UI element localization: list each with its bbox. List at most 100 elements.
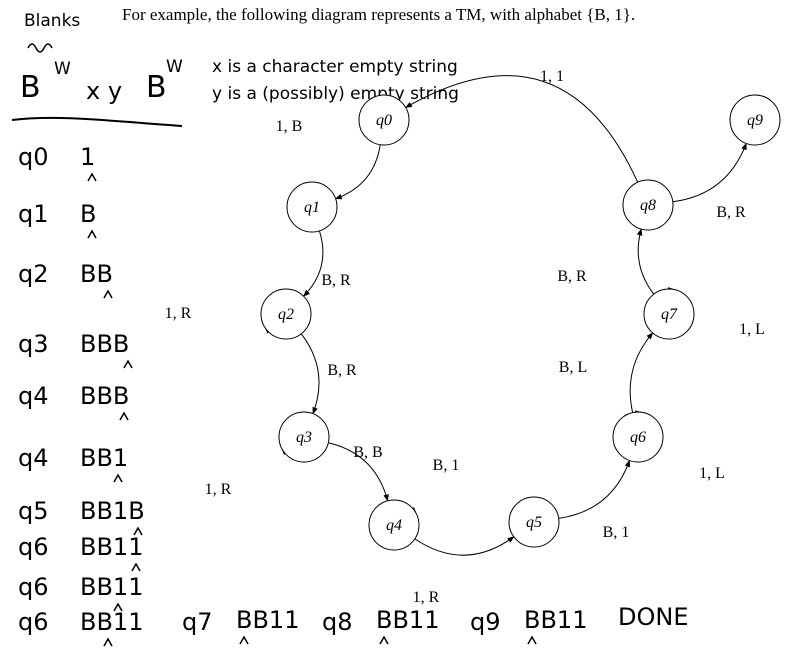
state-q0: q0 bbox=[358, 94, 410, 146]
bottom-trace-state: q7 bbox=[182, 608, 213, 636]
trace-tape: BBB bbox=[80, 330, 129, 358]
handwritten-notes: Blanks B W x y B W x is a character empt… bbox=[11, 11, 459, 127]
edge-label-q3-q3: 1, R bbox=[205, 481, 232, 498]
y-definition: y is a (possibly) empty string bbox=[212, 84, 459, 104]
edge-label-q6-q6: 1, L bbox=[699, 465, 725, 482]
edge-q7-q8 bbox=[636, 228, 655, 295]
head-caret bbox=[379, 635, 389, 645]
trace-tape: BB11 bbox=[80, 573, 143, 601]
trace-column: q0 1 q1 Bq2 BB q3 BBB q4 BBB q4 BB1 q5 BB1B q6 BB11 q6 B… bbox=[18, 143, 145, 647]
tape-blank-right: B bbox=[146, 70, 167, 105]
state-circle-q7 bbox=[643, 288, 695, 340]
state-q1: q1 bbox=[286, 181, 338, 233]
tape-blank-left: B bbox=[20, 70, 41, 105]
state-label-q3: q3 bbox=[296, 429, 312, 446]
trace-state: q5 bbox=[18, 497, 49, 525]
trace-state: q3 bbox=[18, 330, 49, 358]
state-circle-q2 bbox=[260, 288, 312, 340]
state-label-q5: q5 bbox=[526, 514, 542, 531]
edge-label-q7-q8: B, R bbox=[557, 268, 587, 285]
edge-q8-q9 bbox=[672, 142, 747, 203]
head-caret bbox=[123, 359, 133, 369]
edge-label-q2-q3: B, R bbox=[327, 362, 357, 379]
bottom-trace: q7 BB11 q8 BB11 q9 BB11 bbox=[182, 606, 587, 645]
edge-label-q4-q4: B, 1 bbox=[433, 457, 460, 474]
state-q8: q8 bbox=[622, 179, 674, 231]
edge-label-q7-q7: 1, L bbox=[739, 321, 765, 338]
trace-state: q1 bbox=[18, 200, 49, 228]
state-q3: q3 bbox=[278, 411, 330, 463]
trace-tape: 1 bbox=[80, 143, 95, 171]
state-circle-q3 bbox=[278, 411, 330, 463]
state-q6: q6 bbox=[612, 411, 664, 463]
state-label-q0: q0 bbox=[376, 112, 392, 129]
head-caret bbox=[87, 229, 97, 239]
edge-label-q8-q9: B, R bbox=[716, 204, 746, 221]
trace-state: q4 bbox=[18, 444, 49, 472]
trace-tape: BB11 bbox=[80, 608, 143, 636]
state-label-q9: q9 bbox=[747, 112, 763, 129]
notes-underline bbox=[11, 116, 183, 127]
edge-label-q3-q4: B, B bbox=[353, 444, 382, 461]
edge-label-q8-q0: 1, 1 bbox=[540, 68, 564, 85]
tm-states: q0 q1 q2 q3 q4 q5 q6 q7 q8 q9 bbox=[260, 94, 781, 551]
bottom-trace-state: q9 bbox=[470, 608, 501, 636]
state-q5: q5 bbox=[508, 496, 560, 548]
edge-q4-q5 bbox=[414, 536, 515, 556]
trace-state: q2 bbox=[18, 260, 49, 288]
head-caret bbox=[103, 289, 113, 299]
edge-q6-q7 bbox=[629, 332, 654, 413]
tm-edges: 1, B B, R 1, R B, R 1, R B, B B, 1 1, R B, 1 1, L… bbox=[165, 68, 765, 606]
head-caret bbox=[87, 172, 97, 182]
head-caret bbox=[133, 526, 143, 536]
tape-xy: x y bbox=[86, 77, 122, 105]
edge-label-q5-q6: B, 1 bbox=[603, 524, 630, 541]
state-q7: q7 bbox=[643, 288, 695, 340]
edge-label-q0-q1: 1, B bbox=[276, 118, 303, 135]
blanks-squiggle bbox=[27, 43, 53, 53]
blanks-note: Blanks bbox=[24, 11, 80, 31]
trace-tape: BB11 bbox=[80, 533, 143, 561]
state-label-q1: q1 bbox=[304, 199, 320, 216]
state-q9: q9 bbox=[729, 94, 781, 146]
head-caret bbox=[527, 635, 537, 645]
bottom-trace-tape: BB11 bbox=[236, 606, 299, 634]
state-circle-q0 bbox=[358, 94, 410, 146]
head-caret bbox=[103, 637, 113, 647]
state-q4: q4 bbox=[368, 499, 420, 551]
state-circle-q8 bbox=[622, 179, 674, 231]
state-label-q8: q8 bbox=[640, 197, 656, 214]
edge-label-q6-q7: B, L bbox=[559, 359, 587, 376]
head-caret bbox=[113, 473, 123, 483]
edge-label-q4-q5: 1, R bbox=[413, 589, 440, 606]
trace-tape: BB1B bbox=[80, 497, 145, 525]
edge-q2-q3 bbox=[300, 333, 320, 415]
done-label: DONE bbox=[618, 603, 689, 631]
state-label-q4: q4 bbox=[386, 517, 402, 534]
trace-tape: BB1 bbox=[80, 444, 128, 472]
state-label-q6: q6 bbox=[630, 429, 646, 446]
trace-state: q0 bbox=[18, 143, 49, 171]
state-circle-q1 bbox=[286, 181, 338, 233]
edge-label-q2-q2: 1, R bbox=[165, 305, 192, 322]
head-caret bbox=[131, 562, 141, 572]
edge-q1-q2 bbox=[303, 230, 324, 297]
edge-q8-q0 bbox=[405, 75, 639, 183]
edge-q0-q1 bbox=[334, 144, 381, 200]
trace-state: q6 bbox=[18, 573, 49, 601]
trace-state: q6 bbox=[18, 533, 49, 561]
head-caret bbox=[113, 602, 123, 612]
edge-q3-q4 bbox=[328, 442, 389, 502]
tape-w-right: W bbox=[166, 57, 183, 77]
edge-label-q1-q2: B, R bbox=[321, 272, 351, 289]
edge-q5-q6 bbox=[558, 459, 631, 519]
head-caret bbox=[119, 411, 129, 421]
state-circle-q9 bbox=[729, 94, 781, 146]
state-circle-q6 bbox=[612, 411, 664, 463]
state-label-q7: q7 bbox=[661, 306, 678, 323]
trace-state: q6 bbox=[18, 608, 49, 636]
bottom-trace-tape: BB11 bbox=[376, 606, 439, 634]
bottom-trace-state: q8 bbox=[322, 608, 353, 636]
caption: For example, the following diagram repre… bbox=[122, 5, 635, 24]
